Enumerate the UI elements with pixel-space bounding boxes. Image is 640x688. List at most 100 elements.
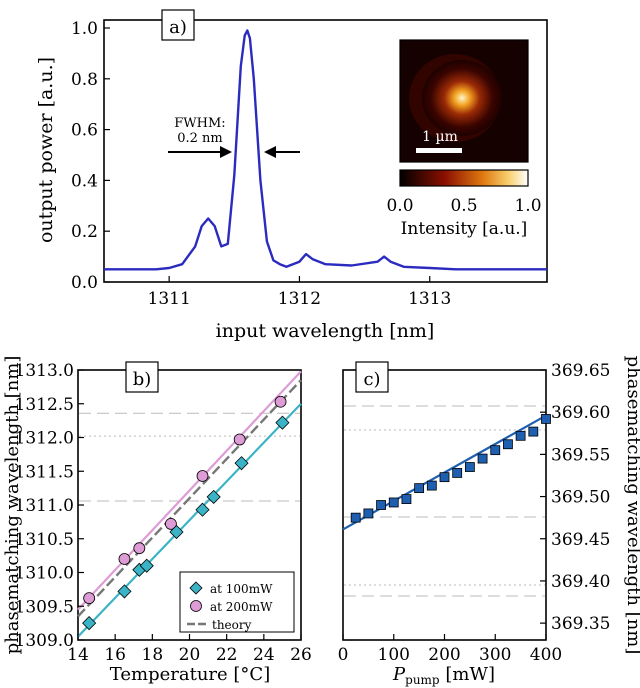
- legend-label-200mw: at 200mW: [210, 600, 273, 614]
- data-point-200mw: [233, 433, 246, 446]
- panel-c-xtick-label: 100: [378, 645, 410, 665]
- panel-b-ytick-label: 1312.0: [15, 429, 74, 449]
- panel-b-xtick-label: 18: [142, 645, 164, 665]
- colorbar-label: Intensity [a.u.]: [401, 219, 528, 239]
- fwhm-arrow-left: [168, 146, 232, 158]
- data-point-power: [363, 508, 374, 519]
- panel-c-ytick-label: 369.50: [551, 488, 610, 508]
- panel-c-xlabel-unit: [mW]: [440, 664, 495, 685]
- data-point-100mw: [82, 616, 97, 631]
- panel-c-xtick-label: 200: [428, 645, 460, 665]
- panel-b-yticks: 1309.0 1309.5 1310.0 1310.5 1311.0 1311.5 1312…: [15, 361, 84, 651]
- legend-label-theory: theory: [212, 618, 252, 632]
- panel-b-label: b): [133, 369, 152, 390]
- output-power-curve: [104, 29, 547, 271]
- panel-a-xticks: 1311 1312 1313: [148, 276, 451, 309]
- data-point-100mw: [275, 415, 290, 430]
- panel-b-plot-group: [77, 370, 302, 638]
- panel-b-ytick-label: 1311.0: [15, 496, 74, 516]
- scale-bar: [416, 148, 462, 153]
- panel-c-ytick-label: 369.40: [551, 572, 610, 592]
- panel-a-xtick-label: 1312: [278, 289, 321, 309]
- data-point-200mw: [274, 395, 287, 408]
- panel-b-xtick-label: 16: [104, 645, 126, 665]
- colorbar-tick-0: 0.0: [386, 196, 413, 216]
- data-point-power: [350, 512, 361, 523]
- fwhm-label-line2: 0.2 nm: [177, 131, 223, 146]
- panel-c: 0 100 200 300 400 369.35 369.40 369.45 369.50 36…: [338, 356, 640, 687]
- data-point-power: [388, 497, 399, 508]
- panel-b: 14 16 18 20 22 24 26 1309.01309.51310.01310.51…: [2, 356, 312, 685]
- panel-a-ytick-label: 0.0: [71, 273, 98, 293]
- data-point-power: [528, 426, 539, 437]
- colorbar-tick-1: 0.5: [450, 196, 477, 216]
- data-point-power: [401, 494, 412, 504]
- data-point-100mw: [169, 524, 184, 540]
- panel-c-xticks: 0 100 200 300 400: [338, 634, 562, 665]
- panel-a-ylabel: output power [a.u.]: [35, 57, 57, 243]
- data-point-power: [464, 462, 475, 472]
- data-point-100mw: [206, 489, 221, 504]
- data-point-power: [426, 480, 437, 491]
- data-point-power: [490, 445, 501, 456]
- panel-c-xlabel-symbol: P: [392, 664, 406, 685]
- panel-a-xtick-label: 1311: [148, 289, 191, 309]
- data-point-100mw: [195, 502, 210, 517]
- panel-b-xtick-label: 26: [290, 645, 312, 665]
- panel-c-plot-group: [342, 414, 551, 531]
- panel-a-yticks: 0.0 0.2 0.4 0.6 0.8 1.0: [71, 19, 110, 293]
- panel-c-xlabel-sub: pump: [405, 673, 440, 687]
- panel-c-label-box: [355, 361, 389, 393]
- inset-intensity-image: [399, 39, 529, 163]
- data-point-100mw: [117, 584, 132, 599]
- data-point-200mw: [133, 542, 146, 555]
- panel-c-grid: [344, 405, 545, 597]
- fwhm-label-line1: FWHM:: [174, 116, 225, 131]
- data-point-power: [376, 500, 386, 510]
- panel-c-xlabel: Ppump [mW]: [392, 664, 495, 687]
- panel-a: 1311 1312 1313 0.0 0.2 0.4 0.6 0.8 1.0 a) input…: [35, 9, 548, 342]
- panel-b-xticks: 14 16 18 20 22 24 26: [67, 634, 312, 665]
- data-point-power: [541, 414, 551, 424]
- panel-c-xtick-label: 300: [479, 645, 511, 665]
- panel-c-ytick-label: 369.35: [551, 614, 610, 634]
- panel-b-ytick-label: 1309.5: [15, 597, 74, 617]
- panel-a-xtick-label: 1313: [408, 289, 451, 309]
- panel-b-ytick-label: 1310.5: [15, 530, 74, 550]
- panel-b-ytick-label: 1309.0: [15, 631, 74, 651]
- data-point-200mw: [196, 470, 209, 482]
- panel-c-xtick-label: 0: [338, 645, 349, 665]
- panel-b-legend: at 100mW at 200mW theory: [179, 571, 295, 633]
- legend-marker-200mw: [190, 600, 202, 612]
- panel-b-xtick-label: 22: [216, 645, 238, 665]
- panel-a-ytick-label: 0.8: [71, 70, 98, 90]
- panel-a-ytick-label: 0.6: [71, 121, 98, 141]
- panel-c-ytick-label: 369.55: [551, 445, 610, 465]
- panel-b-ytick-label: 1313.0: [15, 361, 74, 381]
- panel-c-ytick-label: 369.45: [551, 530, 610, 550]
- panel-b-xtick-label: 24: [253, 645, 275, 665]
- legend-label-100mw: at 100mW: [210, 582, 273, 596]
- panel-b-ytick-label: 1310.0: [15, 564, 74, 584]
- panel-b-xtick-label: 20: [179, 645, 201, 665]
- colorbar: [399, 169, 529, 187]
- data-point-power: [414, 483, 425, 494]
- panel-b-ytick-label: 1311.5: [15, 462, 74, 482]
- data-point-power: [503, 439, 513, 450]
- panel-c-ytick-label: 369.60: [551, 403, 610, 423]
- fit-line-200mw: [77, 370, 302, 611]
- data-point-power: [515, 430, 526, 441]
- fit-line-100mw: [77, 402, 302, 638]
- panel-a-xlabel: input wavelength [nm]: [216, 320, 435, 342]
- panel-a-curve-group: [103, 29, 548, 271]
- data-point-100mw: [234, 456, 249, 471]
- data-point-200mw: [165, 518, 177, 530]
- fwhm-arrow-right: [264, 146, 300, 158]
- panel-c-frame: [342, 369, 547, 641]
- panel-c-xtick-label: 400: [530, 645, 562, 665]
- panel-a-label: a): [169, 17, 187, 38]
- panel-c-ytick-label: 369.65: [551, 361, 610, 381]
- panel-c-label: c): [363, 369, 380, 390]
- colorbar-tick-2: 1.0: [514, 196, 541, 216]
